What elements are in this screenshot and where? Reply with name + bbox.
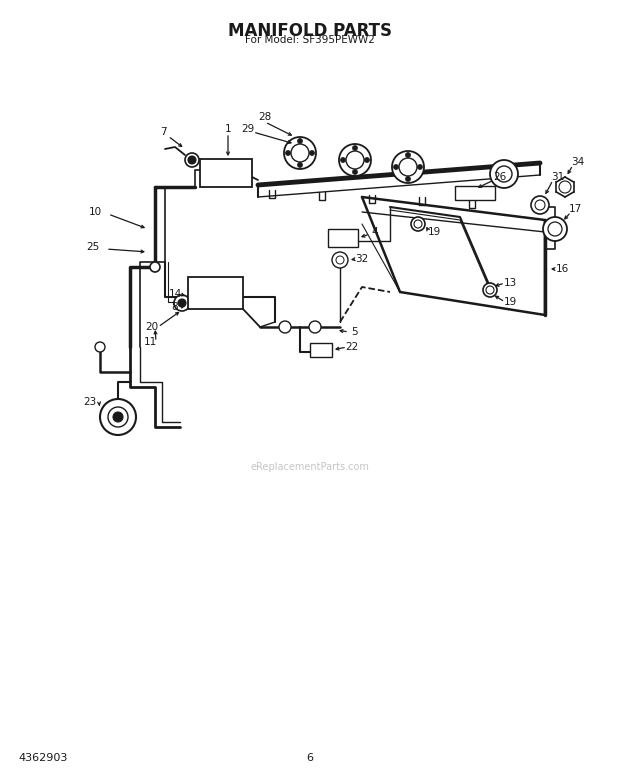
Text: 4362903: 4362903	[18, 753, 68, 763]
FancyBboxPatch shape	[328, 229, 358, 247]
Circle shape	[339, 144, 371, 176]
Text: 26: 26	[494, 172, 507, 182]
FancyBboxPatch shape	[310, 343, 332, 357]
Circle shape	[417, 165, 422, 169]
Circle shape	[279, 321, 291, 333]
Text: 19: 19	[503, 297, 516, 307]
Text: 13: 13	[503, 278, 516, 288]
Circle shape	[178, 299, 186, 307]
Circle shape	[392, 151, 424, 183]
Text: 7: 7	[160, 127, 166, 137]
Circle shape	[285, 151, 291, 155]
Text: 11: 11	[143, 337, 157, 347]
Text: 1: 1	[224, 124, 231, 134]
Text: 8: 8	[172, 302, 179, 312]
Circle shape	[108, 407, 128, 427]
Text: 10: 10	[89, 207, 102, 217]
FancyBboxPatch shape	[455, 186, 495, 200]
Text: 4: 4	[371, 227, 378, 237]
Circle shape	[309, 151, 314, 155]
Circle shape	[150, 262, 160, 272]
Circle shape	[332, 252, 348, 268]
Circle shape	[405, 152, 410, 158]
Circle shape	[543, 217, 567, 241]
Text: 19: 19	[427, 227, 441, 237]
FancyBboxPatch shape	[200, 159, 252, 187]
Circle shape	[411, 217, 425, 231]
Text: 29: 29	[241, 124, 255, 134]
Text: 31: 31	[551, 172, 565, 182]
Circle shape	[353, 169, 358, 175]
Text: 16: 16	[556, 264, 569, 274]
Text: 25: 25	[86, 242, 100, 252]
Circle shape	[298, 162, 303, 168]
Circle shape	[174, 295, 190, 311]
Circle shape	[365, 158, 370, 162]
Circle shape	[309, 321, 321, 333]
Circle shape	[405, 176, 410, 182]
Circle shape	[100, 399, 136, 435]
Text: 23: 23	[83, 397, 97, 407]
Circle shape	[284, 137, 316, 169]
Circle shape	[531, 196, 549, 214]
Circle shape	[298, 138, 303, 144]
Text: 32: 32	[355, 254, 369, 264]
Circle shape	[490, 160, 518, 188]
Circle shape	[394, 165, 399, 169]
Text: 34: 34	[572, 157, 585, 167]
Text: eReplacementParts.com: eReplacementParts.com	[250, 462, 370, 472]
Circle shape	[340, 158, 345, 162]
Text: 5: 5	[352, 327, 358, 337]
Text: MANIFOLD PARTS: MANIFOLD PARTS	[228, 22, 392, 40]
Text: 14: 14	[169, 289, 182, 299]
FancyBboxPatch shape	[188, 277, 243, 309]
Circle shape	[95, 342, 105, 352]
Text: For Model: SF395PEWW2: For Model: SF395PEWW2	[245, 35, 375, 45]
Text: 22: 22	[345, 342, 358, 352]
Circle shape	[353, 145, 358, 151]
Circle shape	[185, 153, 199, 167]
Text: 20: 20	[146, 322, 159, 332]
Circle shape	[483, 283, 497, 297]
Text: 28: 28	[259, 112, 272, 122]
Circle shape	[188, 156, 196, 164]
Text: 6: 6	[306, 753, 314, 763]
Circle shape	[113, 412, 123, 422]
Text: 17: 17	[569, 204, 582, 214]
